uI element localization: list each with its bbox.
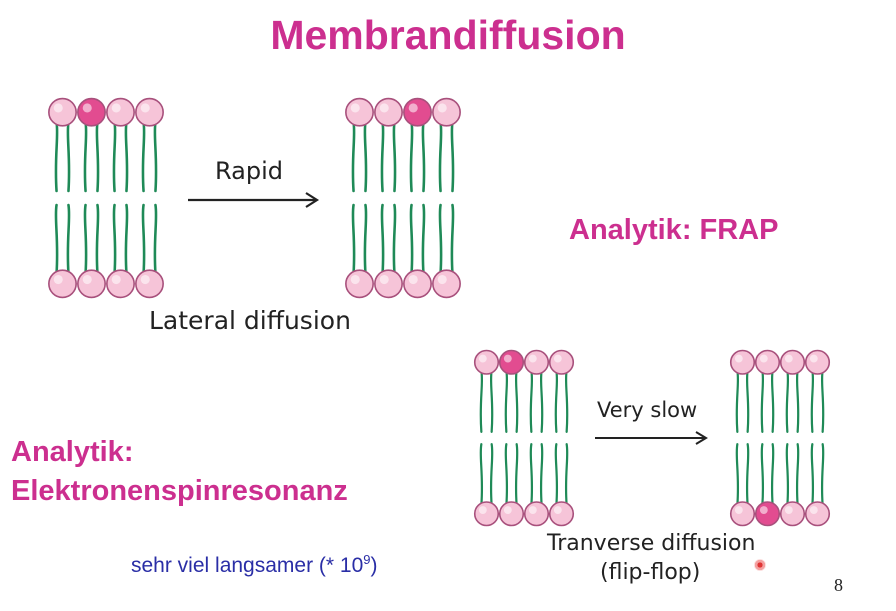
note-sehr-viel-langsamer: sehr viel langsamer (* 109) [131, 552, 378, 578]
bilayer-transverse-after [729, 349, 831, 527]
bilayer-lateral-before [48, 97, 164, 299]
arrow-very-slow [595, 431, 708, 445]
arrow-label-very-slow: Very slow [597, 398, 698, 422]
slide-title: Membrandiffusion [270, 12, 626, 58]
laser-pointer-dot [754, 559, 766, 571]
caption-flip-flop: (flip-flop) [600, 560, 701, 585]
page-number: 8 [834, 575, 843, 595]
bilayer-lateral-after [345, 97, 461, 299]
note-exponent: 9 [363, 552, 371, 567]
caption-transverse-diffusion: Tranverse diffusion [547, 531, 756, 556]
label-analytik: Analytik: [11, 436, 134, 468]
bilayer-transverse-before [473, 349, 575, 527]
label-analytik-frap: Analytik: FRAP [569, 214, 779, 246]
arrow-rapid [188, 192, 320, 208]
note-close: ) [370, 554, 378, 577]
caption-lateral-diffusion: Lateral diffusion [149, 306, 351, 335]
arrow-label-rapid: Rapid [215, 157, 283, 185]
label-elektronenspinresonanz: Elektronenspinresonanz [11, 475, 348, 507]
note-text: sehr viel langsamer (* 10 [131, 554, 364, 577]
